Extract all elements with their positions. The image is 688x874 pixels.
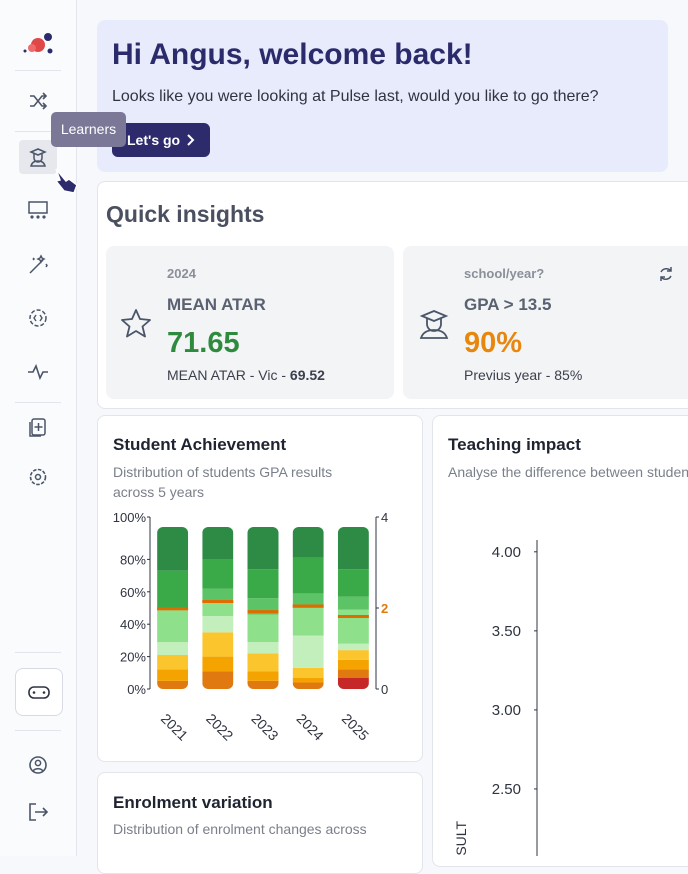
- insight-footer: Previus year - 85%: [464, 367, 583, 383]
- button-label: Let's go: [127, 132, 181, 148]
- page: {"sidebar":{"tooltip":"Learners"}, "bann…: [15, 0, 688, 874]
- learners-icon[interactable]: [19, 140, 57, 174]
- go-button[interactable]: Let's go: [112, 123, 210, 157]
- insight-label: 2024: [167, 266, 196, 281]
- graduate-icon: [419, 310, 449, 339]
- star-icon: [121, 309, 151, 338]
- cursor-hand: [54, 168, 78, 194]
- student-achievement-card: Student Achievement Distribution of stud…: [97, 415, 423, 762]
- insight-value: 71.65: [167, 327, 240, 359]
- game-button[interactable]: [15, 668, 63, 716]
- footer-value: 69.52: [289, 367, 325, 383]
- enrolment-variation-card: Enrolment variation Distribution of enro…: [97, 772, 423, 874]
- shuffle-icon[interactable]: [19, 84, 57, 118]
- insight-footer: MEAN ATAR - Vic - 69.52: [167, 367, 325, 383]
- quick-insights-card: Quick insights 2024 MEAN ATAR 71.65 MEAN…: [97, 181, 688, 409]
- logout-icon[interactable]: [19, 795, 57, 829]
- insight-label: school/year?: [464, 266, 545, 281]
- banner-text: Looks like you were looking at Pulse las…: [112, 88, 599, 105]
- divider: [15, 402, 61, 403]
- insight-title: GPA > 13.5: [464, 295, 552, 314]
- card-title: Enrolment variation: [113, 793, 273, 812]
- card-title: Teaching impact: [448, 435, 581, 454]
- divider: [15, 730, 61, 731]
- user-icon[interactable]: [19, 748, 57, 782]
- classroom-icon[interactable]: [19, 193, 57, 227]
- card-subtitle: Distribution of enrolment changes across: [113, 821, 367, 837]
- insight-value: 90%: [464, 327, 523, 359]
- divider: [15, 70, 61, 71]
- card-subtitle: Analyse the difference between students: [448, 464, 688, 480]
- footer-text: MEAN ATAR - Vic -: [167, 367, 287, 383]
- documents-icon[interactable]: [19, 410, 57, 444]
- divider: [15, 131, 61, 132]
- gear-icon[interactable]: [19, 460, 57, 494]
- refresh-icon[interactable]: [657, 265, 675, 283]
- chevron-icon: [187, 134, 195, 146]
- welcome-banner: Hi Angus, welcome back! Looks like you w…: [97, 20, 668, 172]
- magic-icon[interactable]: [19, 247, 57, 281]
- section-title: Quick insights: [106, 201, 265, 227]
- card-subtitle: Distribution of students GPA results acr…: [113, 464, 333, 500]
- insight-tile: school/year? GPA > 13.5 90% Previus year…: [403, 246, 688, 399]
- game-icon: [28, 686, 50, 699]
- banner-title: Hi Angus, welcome back!: [112, 38, 473, 71]
- settings-code-icon[interactable]: [19, 301, 57, 335]
- teaching-impact-card: Teaching impact Analyse the difference b…: [432, 415, 688, 867]
- logo: [23, 33, 53, 54]
- card-title: Student Achievement: [113, 435, 287, 454]
- insight-title: MEAN ATAR: [167, 295, 266, 314]
- divider: [15, 652, 61, 653]
- pulse-icon[interactable]: [19, 355, 57, 389]
- tooltip: Learners: [51, 112, 126, 147]
- insight-tile: 2024 MEAN ATAR 71.65 MEAN ATAR - Vic - 6…: [106, 246, 394, 399]
